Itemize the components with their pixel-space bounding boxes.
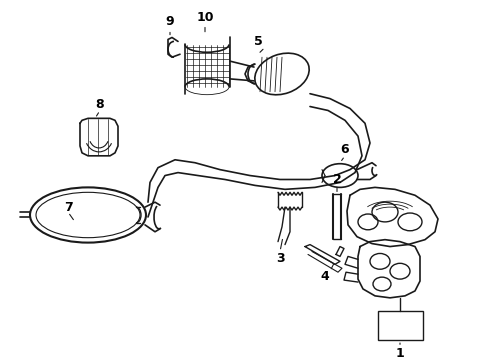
Text: 1: 1: [395, 347, 404, 360]
Text: 3: 3: [276, 252, 284, 265]
Text: 10: 10: [196, 11, 214, 24]
Text: 5: 5: [254, 35, 262, 48]
Text: 6: 6: [341, 143, 349, 156]
Text: 9: 9: [166, 15, 174, 28]
Text: 8: 8: [96, 98, 104, 111]
Text: 4: 4: [320, 270, 329, 283]
Bar: [378, 311, 423, 340]
Text: 2: 2: [333, 173, 342, 186]
Text: 7: 7: [64, 201, 73, 213]
